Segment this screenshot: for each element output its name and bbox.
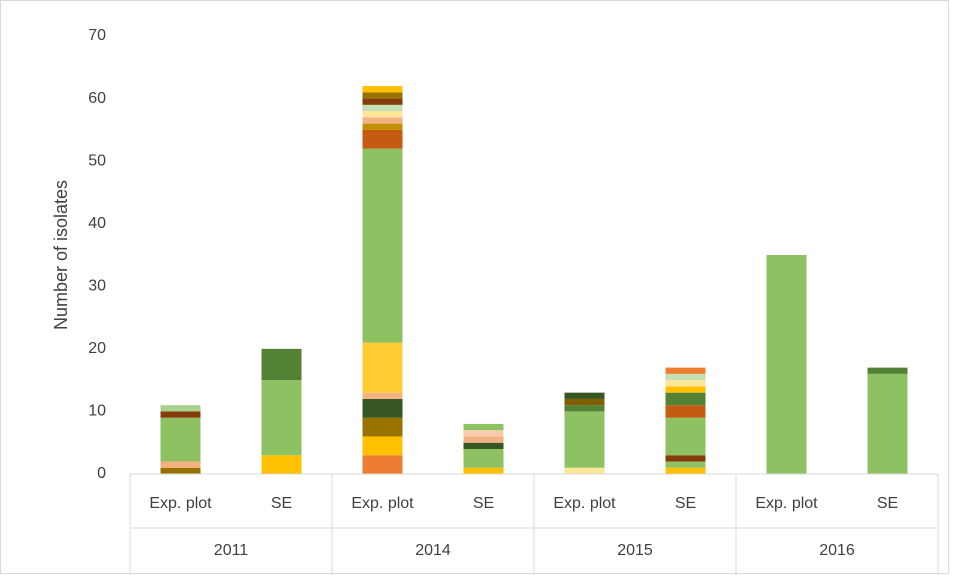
y-tick-label: 40 (88, 215, 106, 232)
bar-segment (564, 405, 605, 412)
x-tick-label: Exp. plot (149, 495, 212, 512)
y-tick-label: 50 (88, 152, 106, 169)
bar-segment (362, 436, 403, 456)
bar-segment (362, 455, 403, 474)
bar-segment (564, 411, 605, 468)
bar-segment (362, 117, 403, 124)
bar-segment (362, 111, 403, 118)
bar-segment (463, 423, 504, 431)
y-tick-label: 20 (88, 340, 106, 357)
bar-segment (362, 86, 403, 93)
bar-segment (362, 342, 403, 393)
bar-segment (261, 348, 302, 381)
bar-segment (362, 129, 403, 149)
bar-segment (362, 398, 403, 418)
bar-segment (665, 373, 706, 381)
bar-segment (665, 367, 706, 374)
x-tick-label: SE (473, 495, 494, 512)
y-tick-label: 30 (88, 278, 106, 295)
bar-segment (665, 461, 706, 468)
bar-segment (160, 405, 201, 412)
y-tick-label: 0 (97, 465, 106, 482)
bar-segment (362, 148, 403, 343)
bar-segment (362, 123, 403, 130)
x-tick-label: Exp. plot (351, 495, 414, 512)
bar-segment (867, 373, 908, 474)
bar-segment (665, 392, 706, 406)
y-tick-label: 10 (88, 403, 106, 420)
y-tick-label: 60 (88, 90, 106, 107)
bar-segment (261, 455, 302, 474)
bar-segment (564, 467, 605, 474)
bar-segment (160, 417, 201, 462)
bar-segment (463, 430, 504, 437)
bar-segment (564, 398, 605, 406)
y-axis-title: Number of isolates (51, 180, 71, 330)
group-label: 2016 (819, 542, 855, 559)
x-tick-label: Exp. plot (553, 495, 616, 512)
bar-segment (665, 417, 706, 456)
bar-segment (261, 380, 302, 456)
bar-segment (463, 436, 504, 443)
bar-segment (362, 392, 403, 399)
bar-segment (160, 461, 201, 468)
group-label: 2011 (214, 542, 249, 559)
bar-segment (362, 92, 403, 99)
bar-segment (463, 448, 504, 468)
bar-segment (665, 467, 706, 474)
bar-segment (665, 405, 706, 418)
bar-segment (362, 417, 403, 437)
group-label: 2014 (415, 542, 451, 559)
x-tick-label: SE (675, 495, 696, 512)
bar-segment (362, 104, 403, 112)
bar-segment (665, 386, 706, 393)
x-tick-label: SE (877, 495, 898, 512)
x-tick-label: SE (271, 495, 292, 512)
group-label: 2015 (617, 542, 653, 559)
x-tick-label: Exp. plot (755, 495, 818, 512)
bar-segment (160, 411, 201, 418)
bar-segment (665, 380, 706, 387)
bar-segment (564, 392, 605, 399)
bar-segment (766, 255, 807, 474)
bar-segment (665, 455, 706, 462)
bar-segment (362, 98, 403, 105)
y-tick-label: 70 (88, 27, 106, 44)
bar-segment (867, 367, 908, 374)
bar-segment (463, 442, 504, 449)
bar-segment (160, 467, 201, 474)
bar-segment (463, 467, 504, 474)
